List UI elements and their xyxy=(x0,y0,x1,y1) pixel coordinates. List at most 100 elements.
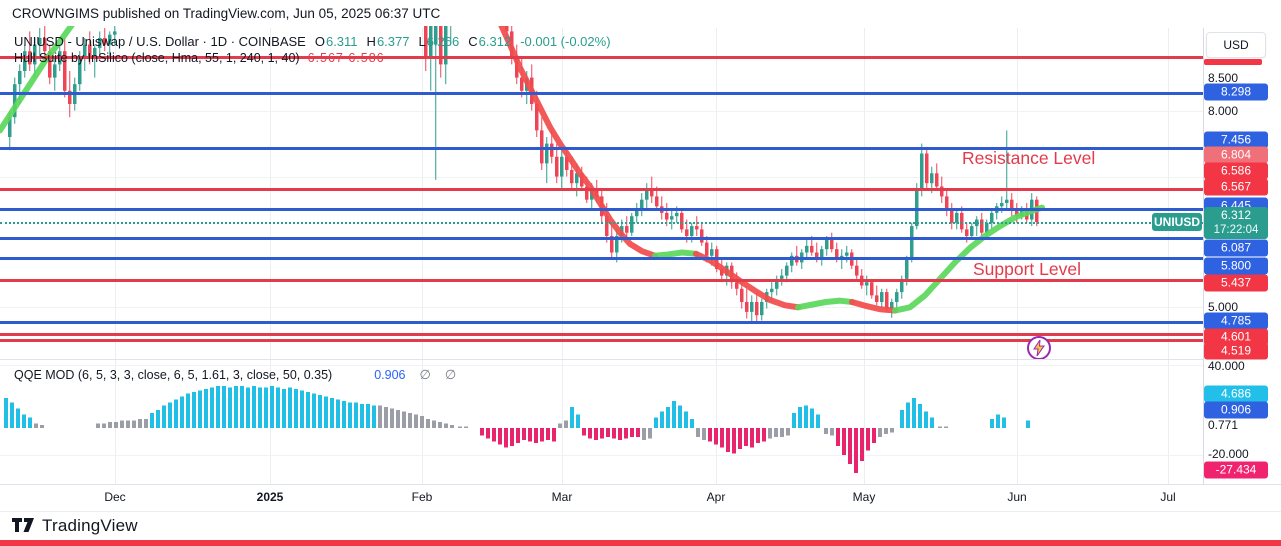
price-scale-label: 8.298 xyxy=(1204,83,1268,101)
qqe-bar xyxy=(642,428,646,440)
qqe-bar xyxy=(804,405,808,428)
candle xyxy=(53,57,57,91)
candle xyxy=(630,212,634,236)
level-line[interactable] xyxy=(0,208,1203,211)
time-axis-label-dec[interactable]: Dec xyxy=(104,490,126,504)
price-scale-label: 6.586 xyxy=(1204,162,1268,180)
symbol-title[interactable]: UNIUSD - Uniswap / U.S. Dollar · 1D · CO… xyxy=(14,34,306,49)
qqe-bar xyxy=(252,386,256,428)
qqe-bar xyxy=(270,386,274,428)
resistance-zone-line[interactable] xyxy=(0,56,1203,59)
resistance-line[interactable] xyxy=(0,188,1203,191)
candle xyxy=(895,288,899,309)
tradingview-logo-icon[interactable] xyxy=(12,518,34,534)
qqe-bar xyxy=(288,387,292,428)
tradingview-wordmark[interactable]: TradingView xyxy=(42,516,138,535)
horizontal-gridline xyxy=(0,177,1203,178)
qqe-bar xyxy=(612,428,616,439)
qqe-bar xyxy=(720,428,724,448)
qqe-bar xyxy=(666,407,670,428)
qqe-bar xyxy=(432,420,436,428)
hull-ribbon-green xyxy=(0,26,75,134)
time-axis-label-jul[interactable]: Jul xyxy=(1160,490,1176,504)
resistance-level-text[interactable]: Resistance Level xyxy=(962,148,1096,168)
candle xyxy=(444,26,448,85)
qqe-bar xyxy=(402,411,406,428)
level-line[interactable] xyxy=(0,92,1203,95)
qqe-bar xyxy=(246,387,250,428)
qqe-bar xyxy=(150,413,154,428)
current-price-line[interactable] xyxy=(0,222,1203,224)
qqe-bar xyxy=(756,428,760,443)
currency-button[interactable]: USD xyxy=(1206,32,1266,58)
qqe-bar xyxy=(348,402,352,428)
vertical-gridline xyxy=(864,28,865,484)
high-value: 6.377 xyxy=(376,34,410,49)
qqe-bar xyxy=(318,395,322,428)
candle xyxy=(83,37,87,71)
price-scale-label: 4.686 xyxy=(1204,385,1268,403)
qqe-bar xyxy=(830,428,834,436)
qqe-mod-label[interactable]: QQE MOD (6, 5, 3, 3, close, 6, 5, 1.61, … xyxy=(14,368,333,382)
bottom-red-strip xyxy=(0,540,1281,546)
price-scale-label: 6.087 xyxy=(1204,239,1268,257)
qqe-bar xyxy=(10,402,14,428)
qqe-bar xyxy=(944,426,948,428)
qqe-bar xyxy=(690,419,694,428)
qqe-bar xyxy=(636,428,640,437)
vertical-gridline xyxy=(562,28,563,484)
time-axis-label-feb[interactable]: Feb xyxy=(411,490,433,504)
bar-countdown: 17:22:04 xyxy=(1213,224,1259,236)
time-axis[interactable]: Dec 2025 Feb Mar Apr May Jun Jul xyxy=(0,485,1281,510)
time-axis-label-jun[interactable]: Jun xyxy=(1007,490,1027,504)
qqe-bar xyxy=(450,425,454,428)
scale-border xyxy=(1203,28,1204,510)
qqe-bar xyxy=(696,428,700,437)
level-line[interactable] xyxy=(0,147,1203,150)
price-scale-label: 7.456 xyxy=(1204,131,1268,149)
qqe-mod-row: QQE MOD (6, 5, 3, 3, close, 6, 5, 1.61, … xyxy=(14,367,456,383)
support-zone-line[interactable] xyxy=(0,339,1203,342)
hull-suite-label[interactable]: Hull Suite by InSilico (close, Hma, 55, … xyxy=(14,51,300,65)
qqe-bar xyxy=(486,428,490,439)
price-scale[interactable]: USD 8.500 8.298 8.000 7.456 6.804 6.586 6.567 6… xyxy=(1204,28,1281,484)
qqe-bar xyxy=(28,417,32,428)
qqe-bar xyxy=(866,428,870,451)
level-line[interactable] xyxy=(0,257,1203,260)
qqe-bar xyxy=(582,428,586,436)
candle xyxy=(555,143,559,184)
low-label: L xyxy=(418,34,426,49)
qqe-bar xyxy=(558,423,562,428)
panel-divider xyxy=(0,359,1281,360)
qqe-bar xyxy=(180,396,184,428)
qqe-bar xyxy=(1026,420,1030,428)
time-axis-label-may[interactable]: May xyxy=(852,490,876,504)
qqe-bar xyxy=(492,428,496,442)
time-axis-label-2025[interactable]: 2025 xyxy=(256,490,284,504)
candle xyxy=(775,275,779,296)
qqe-bar xyxy=(702,428,706,440)
level-line[interactable] xyxy=(0,237,1203,240)
time-axis-label-mar[interactable]: Mar xyxy=(551,490,573,504)
qqe-bar xyxy=(426,419,430,428)
qqe-bar xyxy=(930,417,934,428)
candle xyxy=(545,136,549,184)
price-scale-label: 8.500 xyxy=(1208,71,1239,85)
vertical-gridline xyxy=(1168,28,1169,484)
candle xyxy=(955,209,959,230)
candle xyxy=(640,193,644,217)
price-scale-label: 0.771 xyxy=(1208,418,1239,432)
candle xyxy=(550,130,554,164)
support-zone-line[interactable] xyxy=(0,333,1203,336)
support-level-text[interactable]: Support Level xyxy=(973,259,1081,279)
candle xyxy=(950,202,954,230)
axis-divider xyxy=(0,484,1281,485)
support-line[interactable] xyxy=(0,279,1203,282)
level-line[interactable] xyxy=(0,321,1203,324)
candle xyxy=(805,239,809,260)
time-axis-label-apr[interactable]: Apr xyxy=(706,490,726,504)
candle xyxy=(38,28,42,58)
flash-icon[interactable] xyxy=(1027,336,1051,360)
